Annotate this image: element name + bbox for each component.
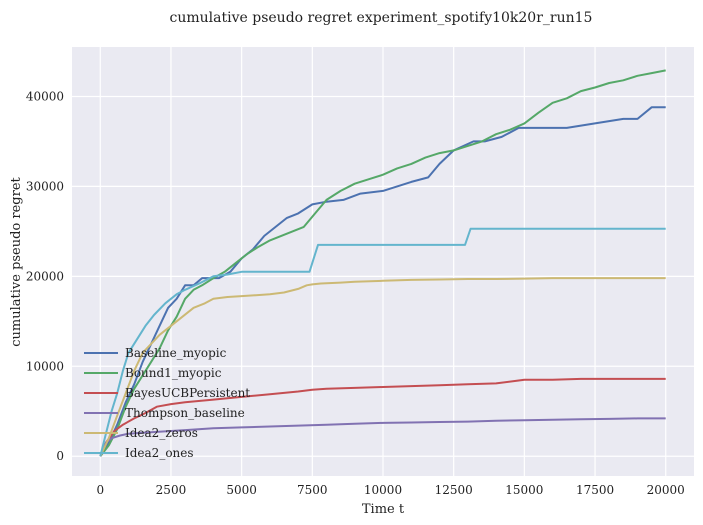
x-tick-labels: 0 2500 5000 7500 10000 12500 15000 17500 20000 xyxy=(96,483,684,497)
legend-label: Idea2_zeros xyxy=(125,426,198,440)
x-tick-label: 5000 xyxy=(226,483,257,497)
series-line-idea2-ones xyxy=(99,227,666,457)
legend-label: Thompson_baseline xyxy=(125,406,245,420)
y-tick-label: 20000 xyxy=(26,269,64,283)
x-tick-label: 15000 xyxy=(505,483,543,497)
series-lines xyxy=(99,69,666,457)
chart-title: cumulative pseudo regret experiment_spot… xyxy=(170,10,593,26)
x-axis-label: Time t xyxy=(362,502,405,517)
y-tick-labels: 0 10000 20000 30000 40000 xyxy=(26,89,64,463)
y-tick-label: 30000 xyxy=(26,179,64,193)
x-tick-label: 17500 xyxy=(576,483,614,497)
x-tick-label: 7500 xyxy=(297,483,328,497)
legend-label: Baseline_myopic xyxy=(125,346,227,360)
series-line-thompson-baseline xyxy=(99,417,666,457)
series-line-bayesucbpersistent xyxy=(99,377,666,457)
y-tick-label: 0 xyxy=(56,449,64,463)
legend-label: Bound1_myopic xyxy=(125,366,222,380)
x-tick-label: 12500 xyxy=(435,483,473,497)
y-tick-label: 40000 xyxy=(26,89,64,103)
series-line-baseline-myopic xyxy=(99,106,666,457)
x-tick-label: 10000 xyxy=(364,483,402,497)
legend-label: BayesUCBPersistent xyxy=(125,386,250,400)
y-tick-label: 10000 xyxy=(26,359,64,373)
x-tick-label: 2500 xyxy=(156,483,187,497)
grid xyxy=(72,47,694,476)
x-tick-label: 20000 xyxy=(647,483,685,497)
legend-label: Idea2_ones xyxy=(125,446,194,460)
x-tick-label: 0 xyxy=(96,483,104,497)
y-axis-label: cumulative pseudo regret xyxy=(9,176,24,346)
legend: Baseline_myopic Bound1_myopic BayesUCBPers… xyxy=(84,346,250,460)
series-line-idea2-zeros xyxy=(99,277,666,457)
series-line-bound1-myopic xyxy=(99,69,666,457)
